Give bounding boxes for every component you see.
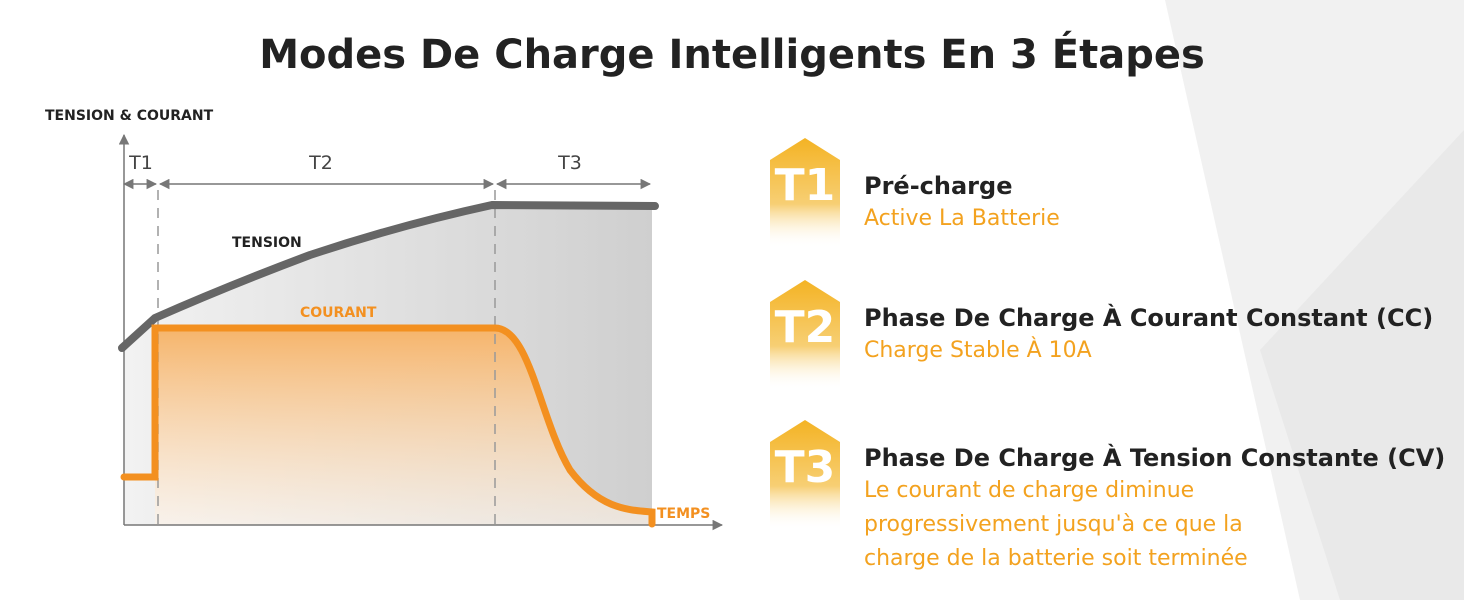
badge-label: T2 bbox=[775, 302, 836, 353]
badge-shape bbox=[770, 420, 840, 530]
phase-label: T3 bbox=[557, 152, 582, 174]
steps: T1 Pré-charge Active La Batterie T2 Phase De… bbox=[770, 138, 1445, 571]
step-heading: Pré-charge bbox=[864, 172, 1012, 200]
x-axis-label: TEMPS bbox=[657, 506, 710, 522]
courant-label: COURANT bbox=[300, 305, 377, 321]
step-description: Active La Batterie bbox=[864, 206, 1060, 231]
step-description: charge de la batterie soit terminée bbox=[864, 546, 1248, 571]
background-decor bbox=[1165, 0, 1464, 600]
badge-label: T1 bbox=[775, 160, 836, 211]
badge-shape bbox=[770, 138, 840, 248]
badge-label: T3 bbox=[775, 442, 836, 493]
step-description: Le courant de charge diminue bbox=[864, 478, 1194, 503]
courant-area bbox=[155, 328, 652, 525]
tension-curve bbox=[118, 200, 659, 352]
y-axis-label: TENSION & COURANT bbox=[45, 108, 214, 124]
tension-label: TENSION bbox=[232, 235, 302, 251]
phase-label: T2 bbox=[308, 152, 333, 174]
phase-label: T1 bbox=[128, 152, 153, 174]
badge-shape bbox=[770, 280, 840, 390]
title: Modes De Charge Intelligents En 3 Étapes bbox=[259, 30, 1205, 78]
step-heading: Phase De Charge À Courant Constant (CC) bbox=[864, 303, 1433, 332]
step-heading: Phase De Charge À Tension Constante (CV) bbox=[864, 443, 1445, 472]
step-description: Charge Stable À 10A bbox=[864, 337, 1092, 363]
courant-curve bbox=[120, 324, 656, 528]
diagram: TENSION & COURANT TEMPS T1 T2 T3 TENSION… bbox=[45, 108, 724, 531]
step-description: progressivement jusqu'à ce que la bbox=[864, 512, 1243, 537]
